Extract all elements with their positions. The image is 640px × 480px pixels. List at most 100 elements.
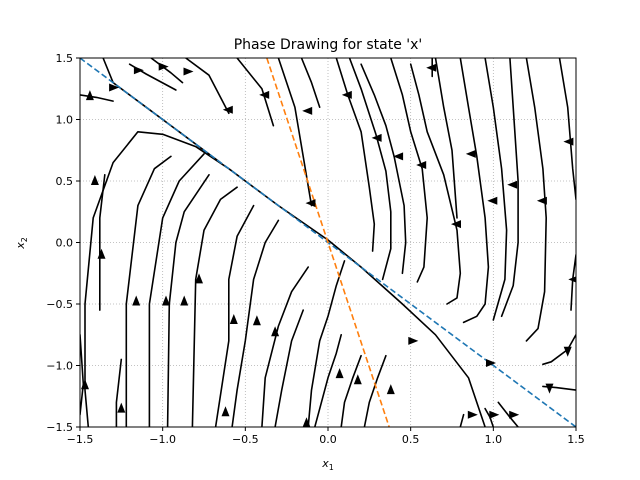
streamline [459, 413, 465, 427]
streamline [542, 334, 576, 366]
streamline-arrow [252, 315, 261, 326]
streamline-arrow [509, 410, 520, 419]
streamline-arrow [568, 276, 576, 283]
x-tick-label: −1.5 [67, 433, 94, 446]
streamline-arrow [353, 374, 362, 385]
streamline-arrow [507, 180, 518, 189]
streamline [314, 334, 342, 427]
streamline [558, 58, 576, 201]
streamline-arrow [132, 295, 141, 306]
streamline-arrow [426, 63, 437, 72]
streamline-arrow [221, 406, 230, 417]
streamline [80, 94, 114, 102]
streamline-arrow [180, 295, 189, 306]
streamline-arrow [451, 220, 461, 229]
streamline-arrow [117, 402, 126, 413]
streamline [500, 58, 519, 318]
streamline [363, 354, 387, 427]
streamline-arrow [335, 368, 344, 379]
streamline [307, 260, 346, 427]
y-tick-label: 1.5 [56, 52, 74, 65]
streamline [231, 219, 280, 427]
streamline-arrow [302, 417, 311, 427]
y-tick-label: 1.0 [56, 114, 74, 127]
streamline [335, 58, 376, 252]
streamline-arrow [386, 384, 395, 395]
streamline-arrow [563, 137, 574, 146]
x-axis-ticks: −1.5 −1.0 −0.5 0.0 0.5 1.0 1.5 [67, 427, 585, 446]
y-tick-label: −0.5 [46, 298, 73, 311]
streamline [99, 174, 106, 311]
streamline-arrow [97, 248, 106, 259]
streamline [570, 254, 576, 311]
chart-title: Phase Drawing for state 'x' [234, 37, 423, 53]
streamline-arrow [158, 62, 169, 71]
streamline [360, 63, 407, 275]
streamline [484, 407, 495, 427]
streamline-arrow [408, 336, 419, 345]
streamline [434, 58, 458, 219]
y-tick-label: 0.0 [56, 237, 74, 250]
streamline-arrow [85, 90, 94, 101]
streamline [115, 358, 123, 427]
streamline [459, 58, 490, 324]
streamline-arrow [487, 196, 498, 205]
streamline-arrow [341, 90, 352, 99]
streamline-arrow [183, 67, 194, 76]
streamline-arrow [465, 149, 476, 158]
streamline-arrow [271, 326, 280, 337]
streamline-arrow [81, 379, 89, 390]
streamline [261, 266, 309, 427]
streamline-arrow [302, 106, 313, 115]
streamline [340, 354, 362, 427]
streamline-arrow [393, 152, 404, 161]
streamline [84, 131, 486, 427]
y-axis-label: x2 [14, 237, 29, 250]
streamline [236, 58, 275, 127]
eigenline [266, 58, 390, 427]
streamline [525, 58, 547, 342]
streamline-arrow [222, 105, 233, 114]
streamline [102, 58, 222, 164]
x-tick-label: 0.5 [402, 433, 420, 446]
y-tick-label: −1.0 [46, 360, 73, 373]
streamline [409, 63, 462, 305]
streamline-arrow [486, 359, 496, 367]
streamline-arrow [371, 133, 382, 142]
x-tick-label: −0.5 [232, 433, 259, 446]
streamline-arrows [81, 62, 576, 427]
streamline [191, 186, 238, 427]
streamline-arrow [563, 346, 572, 357]
streamline-arrow [259, 90, 270, 99]
streamline-arrow [133, 66, 144, 75]
streamline-arrow [109, 83, 120, 92]
streamline [274, 309, 304, 427]
streamline-arrow [536, 196, 547, 205]
streamline-arrow [489, 410, 500, 419]
y-tick-label: 0.5 [56, 175, 74, 188]
streamline-arrow [229, 314, 238, 324]
x-tick-label: 0.0 [319, 433, 337, 446]
streamline [300, 58, 321, 108]
x-tick-label: 1.0 [485, 433, 503, 446]
streamline-arrow [416, 161, 427, 169]
x-tick-label: −1.0 [149, 433, 176, 446]
streamline [185, 58, 230, 115]
streamline [214, 204, 255, 427]
streamline-arrow [195, 273, 203, 284]
y-tick-label: −1.5 [46, 421, 73, 434]
streamline-arrow [162, 295, 170, 306]
streamline-arrow [545, 383, 554, 394]
x-axis-label: x1 [321, 457, 334, 472]
streamline-arrow [305, 199, 316, 208]
streamline-arrow [467, 410, 478, 419]
streamline [166, 174, 210, 427]
streamline [277, 58, 313, 207]
x-tick-label: 1.5 [567, 433, 585, 446]
streamline [348, 58, 392, 281]
streamline-arrow [90, 175, 99, 185]
streamline [390, 58, 428, 283]
streamline [484, 58, 508, 321]
streamline [150, 58, 184, 84]
